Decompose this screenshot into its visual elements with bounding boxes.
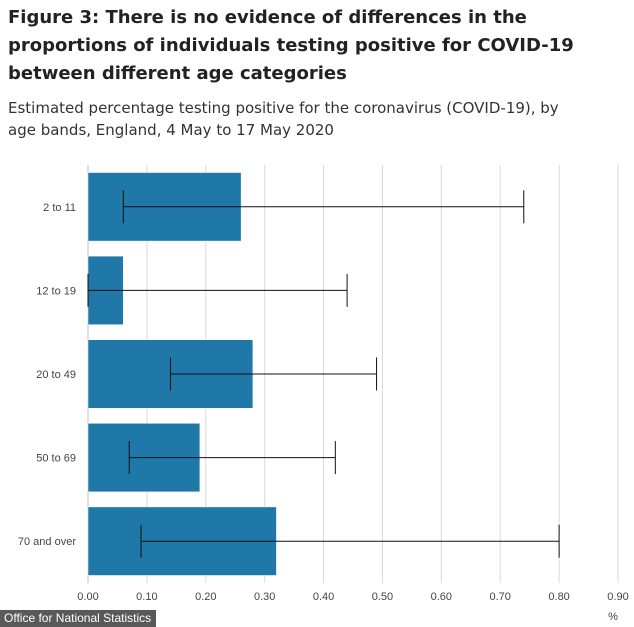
chart-subtitle: Estimated percentage testing positive fo… bbox=[8, 99, 559, 139]
category-label: 20 to 49 bbox=[36, 369, 76, 381]
category-label: 12 to 19 bbox=[36, 285, 76, 297]
category-label: 2 to 11 bbox=[43, 202, 76, 214]
x-tick-label: 0.00 bbox=[77, 591, 98, 603]
category-label: 70 and over bbox=[18, 536, 76, 548]
error-bars bbox=[87, 190, 560, 558]
x-tick-label: 0.30 bbox=[254, 591, 275, 603]
x-axis-label: % bbox=[608, 611, 618, 623]
x-tick-label: 0.90 bbox=[607, 591, 628, 603]
x-tick-label: 0.10 bbox=[136, 591, 157, 603]
category-label: 50 to 69 bbox=[36, 453, 76, 465]
x-tick-label: 0.60 bbox=[431, 591, 452, 603]
x-tick-label: 0.20 bbox=[195, 591, 216, 603]
x-tick-label: 0.50 bbox=[372, 591, 393, 603]
chart-title: Figure 3: There is no evidence of differ… bbox=[8, 7, 574, 84]
x-tick-label: 0.70 bbox=[490, 591, 511, 603]
axis-labels: 0.00 0.10 0.20 0.30 0.40 0.50 0.60 0.70 0.80 0.90… bbox=[18, 202, 629, 623]
x-tick-label: 0.80 bbox=[548, 591, 569, 603]
x-tick-label: 0.40 bbox=[313, 591, 334, 603]
source-credit: Office for National Statistics bbox=[0, 610, 157, 627]
